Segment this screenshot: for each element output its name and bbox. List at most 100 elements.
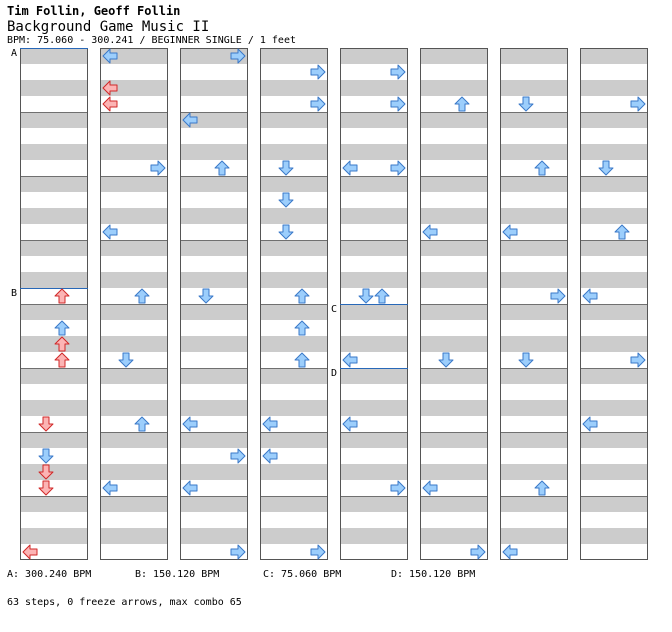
chart-column [180, 48, 248, 560]
step-arrow-down [598, 160, 614, 176]
beat-stripe [20, 80, 88, 96]
beat-stripe [260, 80, 328, 96]
bpm-legend-c: C: 75.060 BPM [263, 569, 342, 580]
beat-stripe [20, 336, 88, 352]
column-border [580, 48, 648, 560]
step-arrow-down [438, 352, 454, 368]
beat-stripe [260, 336, 328, 352]
beat-stripe [580, 144, 648, 160]
step-arrow-up [294, 320, 310, 336]
bpm-legend-d: D: 150.120 BPM [391, 569, 476, 580]
step-arrow-down [118, 352, 134, 368]
beat-stripe [260, 496, 328, 512]
beat-stripe [420, 112, 488, 128]
beat-stripe [260, 368, 328, 384]
beat-stripe [580, 48, 648, 64]
step-arrow-down [38, 448, 54, 464]
beat-stripe [180, 272, 248, 288]
step-arrow-left [102, 224, 118, 240]
beat-stripe [180, 496, 248, 512]
chart-column [500, 48, 568, 560]
step-arrow-right [630, 352, 646, 368]
beat-stripe [500, 80, 568, 96]
beat-stripe [580, 464, 648, 480]
beat-stripe [260, 112, 328, 128]
beat-stripe [500, 464, 568, 480]
beat-stripe [340, 80, 408, 96]
step-arrow-right [310, 96, 326, 112]
beat-stripe [260, 176, 328, 192]
beat-stripe [180, 48, 248, 64]
beat-stripe [260, 208, 328, 224]
beat-stripe [500, 336, 568, 352]
beat-stripe [260, 432, 328, 448]
beat-stripe [20, 176, 88, 192]
beat-stripe [500, 272, 568, 288]
step-arrow-left [422, 480, 438, 496]
beat-stripe [580, 176, 648, 192]
beat-stripe [20, 464, 88, 480]
step-arrow-down [278, 160, 294, 176]
beat-stripe [100, 208, 168, 224]
beat-stripe [420, 240, 488, 256]
beat-stripe [580, 240, 648, 256]
beat-stripe [100, 48, 168, 64]
step-arrow-down [38, 480, 54, 496]
bpm-marker-b: B [11, 288, 18, 299]
beat-stripe [260, 400, 328, 416]
beat-stripe [180, 144, 248, 160]
step-arrow-left [102, 48, 118, 64]
beat-stripe [500, 432, 568, 448]
beat-stripe [180, 336, 248, 352]
beat-stripe [420, 48, 488, 64]
beat-stripe [500, 240, 568, 256]
step-arrow-left [342, 160, 358, 176]
step-arrow-left [342, 352, 358, 368]
beat-stripe [340, 208, 408, 224]
step-arrow-left [262, 448, 278, 464]
beat-stripe [100, 336, 168, 352]
step-arrow-left [102, 80, 118, 96]
chart-column [260, 48, 328, 560]
beat-stripe [580, 432, 648, 448]
step-arrow-down [518, 96, 534, 112]
beat-stripe [340, 240, 408, 256]
song-title: Background Game Music II [7, 19, 210, 35]
beat-stripe [180, 464, 248, 480]
step-arrow-left [502, 224, 518, 240]
beat-stripe [420, 528, 488, 544]
step-arrow-down [38, 416, 54, 432]
step-arrow-right [390, 480, 406, 496]
step-arrow-up [294, 288, 310, 304]
step-arrow-left [342, 416, 358, 432]
step-arrow-left [102, 480, 118, 496]
step-arrow-up [54, 288, 70, 304]
beat-stripe [100, 496, 168, 512]
beat-stripe [500, 368, 568, 384]
beat-stripe [580, 208, 648, 224]
beat-stripe [500, 304, 568, 320]
beat-stripe [20, 304, 88, 320]
beat-stripe [100, 400, 168, 416]
beat-stripe [180, 304, 248, 320]
step-arrow-left [582, 288, 598, 304]
step-arrow-down [358, 288, 374, 304]
beat-stripe [260, 272, 328, 288]
beat-stripe [580, 336, 648, 352]
beat-stripe [340, 464, 408, 480]
beat-stripe [100, 112, 168, 128]
step-arrow-right [470, 544, 486, 560]
beat-stripe [100, 464, 168, 480]
step-arrow-up [294, 352, 310, 368]
beat-stripe [100, 528, 168, 544]
step-arrow-left [422, 224, 438, 240]
bpm-marker-c: C [331, 304, 338, 315]
beat-stripe [20, 272, 88, 288]
beat-stripe [580, 272, 648, 288]
beat-stripe [580, 80, 648, 96]
beat-stripe [20, 528, 88, 544]
step-arrow-right [230, 48, 246, 64]
beat-stripe [180, 176, 248, 192]
beat-stripe [500, 48, 568, 64]
song-artist: Tim Follin, Geoff Follin [7, 4, 181, 18]
